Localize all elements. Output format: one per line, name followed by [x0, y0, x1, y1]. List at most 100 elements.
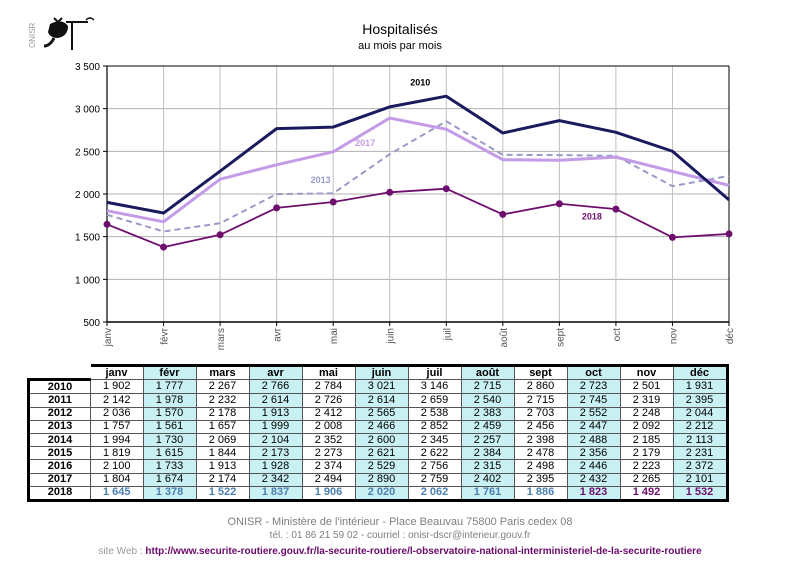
table-cell: 2 352: [302, 433, 356, 448]
table-cell: 1 733: [143, 459, 197, 474]
table-cell: 2 726: [302, 393, 356, 408]
table-cell: 2 622: [408, 446, 462, 461]
chart-subtitle: au mois par mois: [358, 40, 442, 52]
table-cell: 2 860: [514, 379, 568, 395]
data-point-2018: [273, 204, 281, 212]
table-cell: 2 715: [514, 393, 568, 408]
table-row: 2011 2 142 1 978 2 232 2 614 2 726 2 614 2 659 2…: [27, 393, 729, 408]
table-cell: 2 723: [567, 379, 621, 395]
y-tick-label: 1 000: [75, 275, 100, 286]
table-cell: 1 657: [196, 420, 250, 434]
column-header: juil: [408, 363, 462, 381]
footer-address: ONISR - Ministère de l'intérieur - Place…: [227, 516, 573, 528]
table-cell: 2 257: [461, 433, 515, 448]
table-cell: 2 212: [673, 420, 729, 434]
table-cell: 1 730: [143, 433, 197, 448]
table-cell: 2 092: [620, 420, 674, 434]
table-cell: 2 614: [355, 393, 409, 408]
data-point-2018: [329, 198, 337, 206]
data-point-2018: [442, 185, 450, 193]
table-cell: 1 906: [302, 486, 356, 502]
column-header: déc: [673, 363, 729, 381]
table-cell: 1 886: [514, 486, 568, 502]
table-cell: 1 978: [143, 393, 197, 408]
table-row: 2016 2 100 1 733 1 913 1 928 2 374 2 529 2 756 2…: [27, 459, 729, 474]
table-cell: 2 185: [620, 433, 674, 448]
table-cell: 2 020: [355, 486, 409, 502]
table-cell: 2 446: [567, 459, 621, 474]
table-cell: 2 395: [673, 393, 729, 408]
table-cell: 2 552: [567, 407, 621, 421]
table-cell: 2 383: [461, 407, 515, 421]
data-point-2018: [612, 205, 620, 213]
table-cell: 2 342: [249, 473, 303, 487]
table-cell: 2 044: [673, 407, 729, 421]
table-cell: 1 931: [673, 379, 729, 395]
table-cell: 2 432: [567, 473, 621, 487]
row-header: 2012: [27, 407, 91, 421]
table-cell: 1 837: [249, 486, 303, 502]
series-label-2013: 2013: [311, 175, 331, 185]
table-cell: 2 248: [620, 407, 674, 421]
table-cell: 2 395: [514, 473, 568, 487]
table-cell: 1 561: [143, 420, 197, 434]
table-cell: 2 100: [90, 459, 144, 474]
table-cell: 1 777: [143, 379, 197, 395]
table-cell: 1 804: [90, 473, 144, 487]
x-tick-label: avr: [273, 327, 284, 342]
line-chart: 500 1 000 1 500 2 000 2 500 3 000 3 500 janv fév…: [75, 62, 736, 350]
table-row: 2014 1 994 1 730 2 069 2 104 2 352 2 600 2 345 2…: [27, 433, 729, 448]
table-cell: 2 232: [196, 393, 250, 408]
table-cell: 2 621: [355, 446, 409, 461]
site-label: site Web :: [98, 546, 146, 557]
table-cell: 1 994: [90, 433, 144, 448]
table-cell: 2 459: [461, 420, 515, 434]
column-header: avr: [249, 363, 303, 381]
row-header: 2016: [27, 459, 91, 474]
series-line-2018: [106, 187, 730, 248]
table-cell: 1 615: [143, 446, 197, 461]
table-cell: 2 384: [461, 446, 515, 461]
table-cell: 2 174: [196, 473, 250, 487]
table-cell: 2 231: [673, 446, 729, 461]
table-cell: 1 819: [90, 446, 144, 461]
table-row: 2010 1 902 1 777 2 267 2 766 2 784 3 021 3 146 2…: [27, 378, 729, 395]
column-header: févr: [143, 363, 197, 381]
table-cell: 2 008: [302, 420, 356, 434]
table-row: 2012 2 036 1 570 2 178 1 913 2 412 2 565 2 538 2…: [27, 407, 729, 421]
table-cell: 1 913: [249, 407, 303, 421]
table-row: 2013 1 757 1 561 1 657 1 999 2 008 2 466 2 852 2…: [27, 420, 729, 434]
series-label-2018: 2018: [582, 212, 602, 222]
x-tick-label: mai: [329, 328, 340, 344]
site-link[interactable]: http://www.securite-routiere.gouv.fr/la-…: [145, 546, 702, 557]
table-cell: 1 757: [90, 420, 144, 434]
table-cell: 2 540: [461, 393, 515, 408]
x-tick-label: janv: [103, 328, 114, 347]
x-tick-label: mars: [216, 328, 227, 350]
x-tick-label: nov: [668, 328, 679, 344]
table-cell: 1 913: [196, 459, 250, 474]
table-cell: 2 267: [196, 379, 250, 395]
x-tick-label: sept: [555, 328, 566, 347]
table-cell: 2 398: [514, 433, 568, 448]
table-cell: 2 488: [567, 433, 621, 448]
table-cell: 2 178: [196, 407, 250, 421]
series-label-2017: 2017: [355, 138, 375, 148]
table-cell: 2 113: [673, 433, 729, 448]
table-cell: 2 104: [249, 433, 303, 448]
x-tick-label: déc: [725, 328, 736, 344]
x-tick-label: juin: [386, 328, 397, 345]
table-cell: 2 319: [620, 393, 674, 408]
table-cell: 2 223: [620, 459, 674, 474]
table-cell: 1 378: [143, 486, 197, 502]
table-cell: 2 402: [461, 473, 515, 487]
table-cell: 1 522: [196, 486, 250, 502]
y-tick-label: 3 000: [75, 105, 100, 116]
x-tick-label: août: [499, 328, 510, 348]
column-header: juin: [355, 363, 409, 381]
footer-contact: tél. : 01 86 21 59 02 - courriel : onisr…: [269, 530, 531, 541]
table-cell: 2 890: [355, 473, 409, 487]
series-line-2017: [106, 116, 730, 224]
table-cell: 2 852: [408, 420, 462, 434]
row-header: 2017: [27, 473, 91, 487]
